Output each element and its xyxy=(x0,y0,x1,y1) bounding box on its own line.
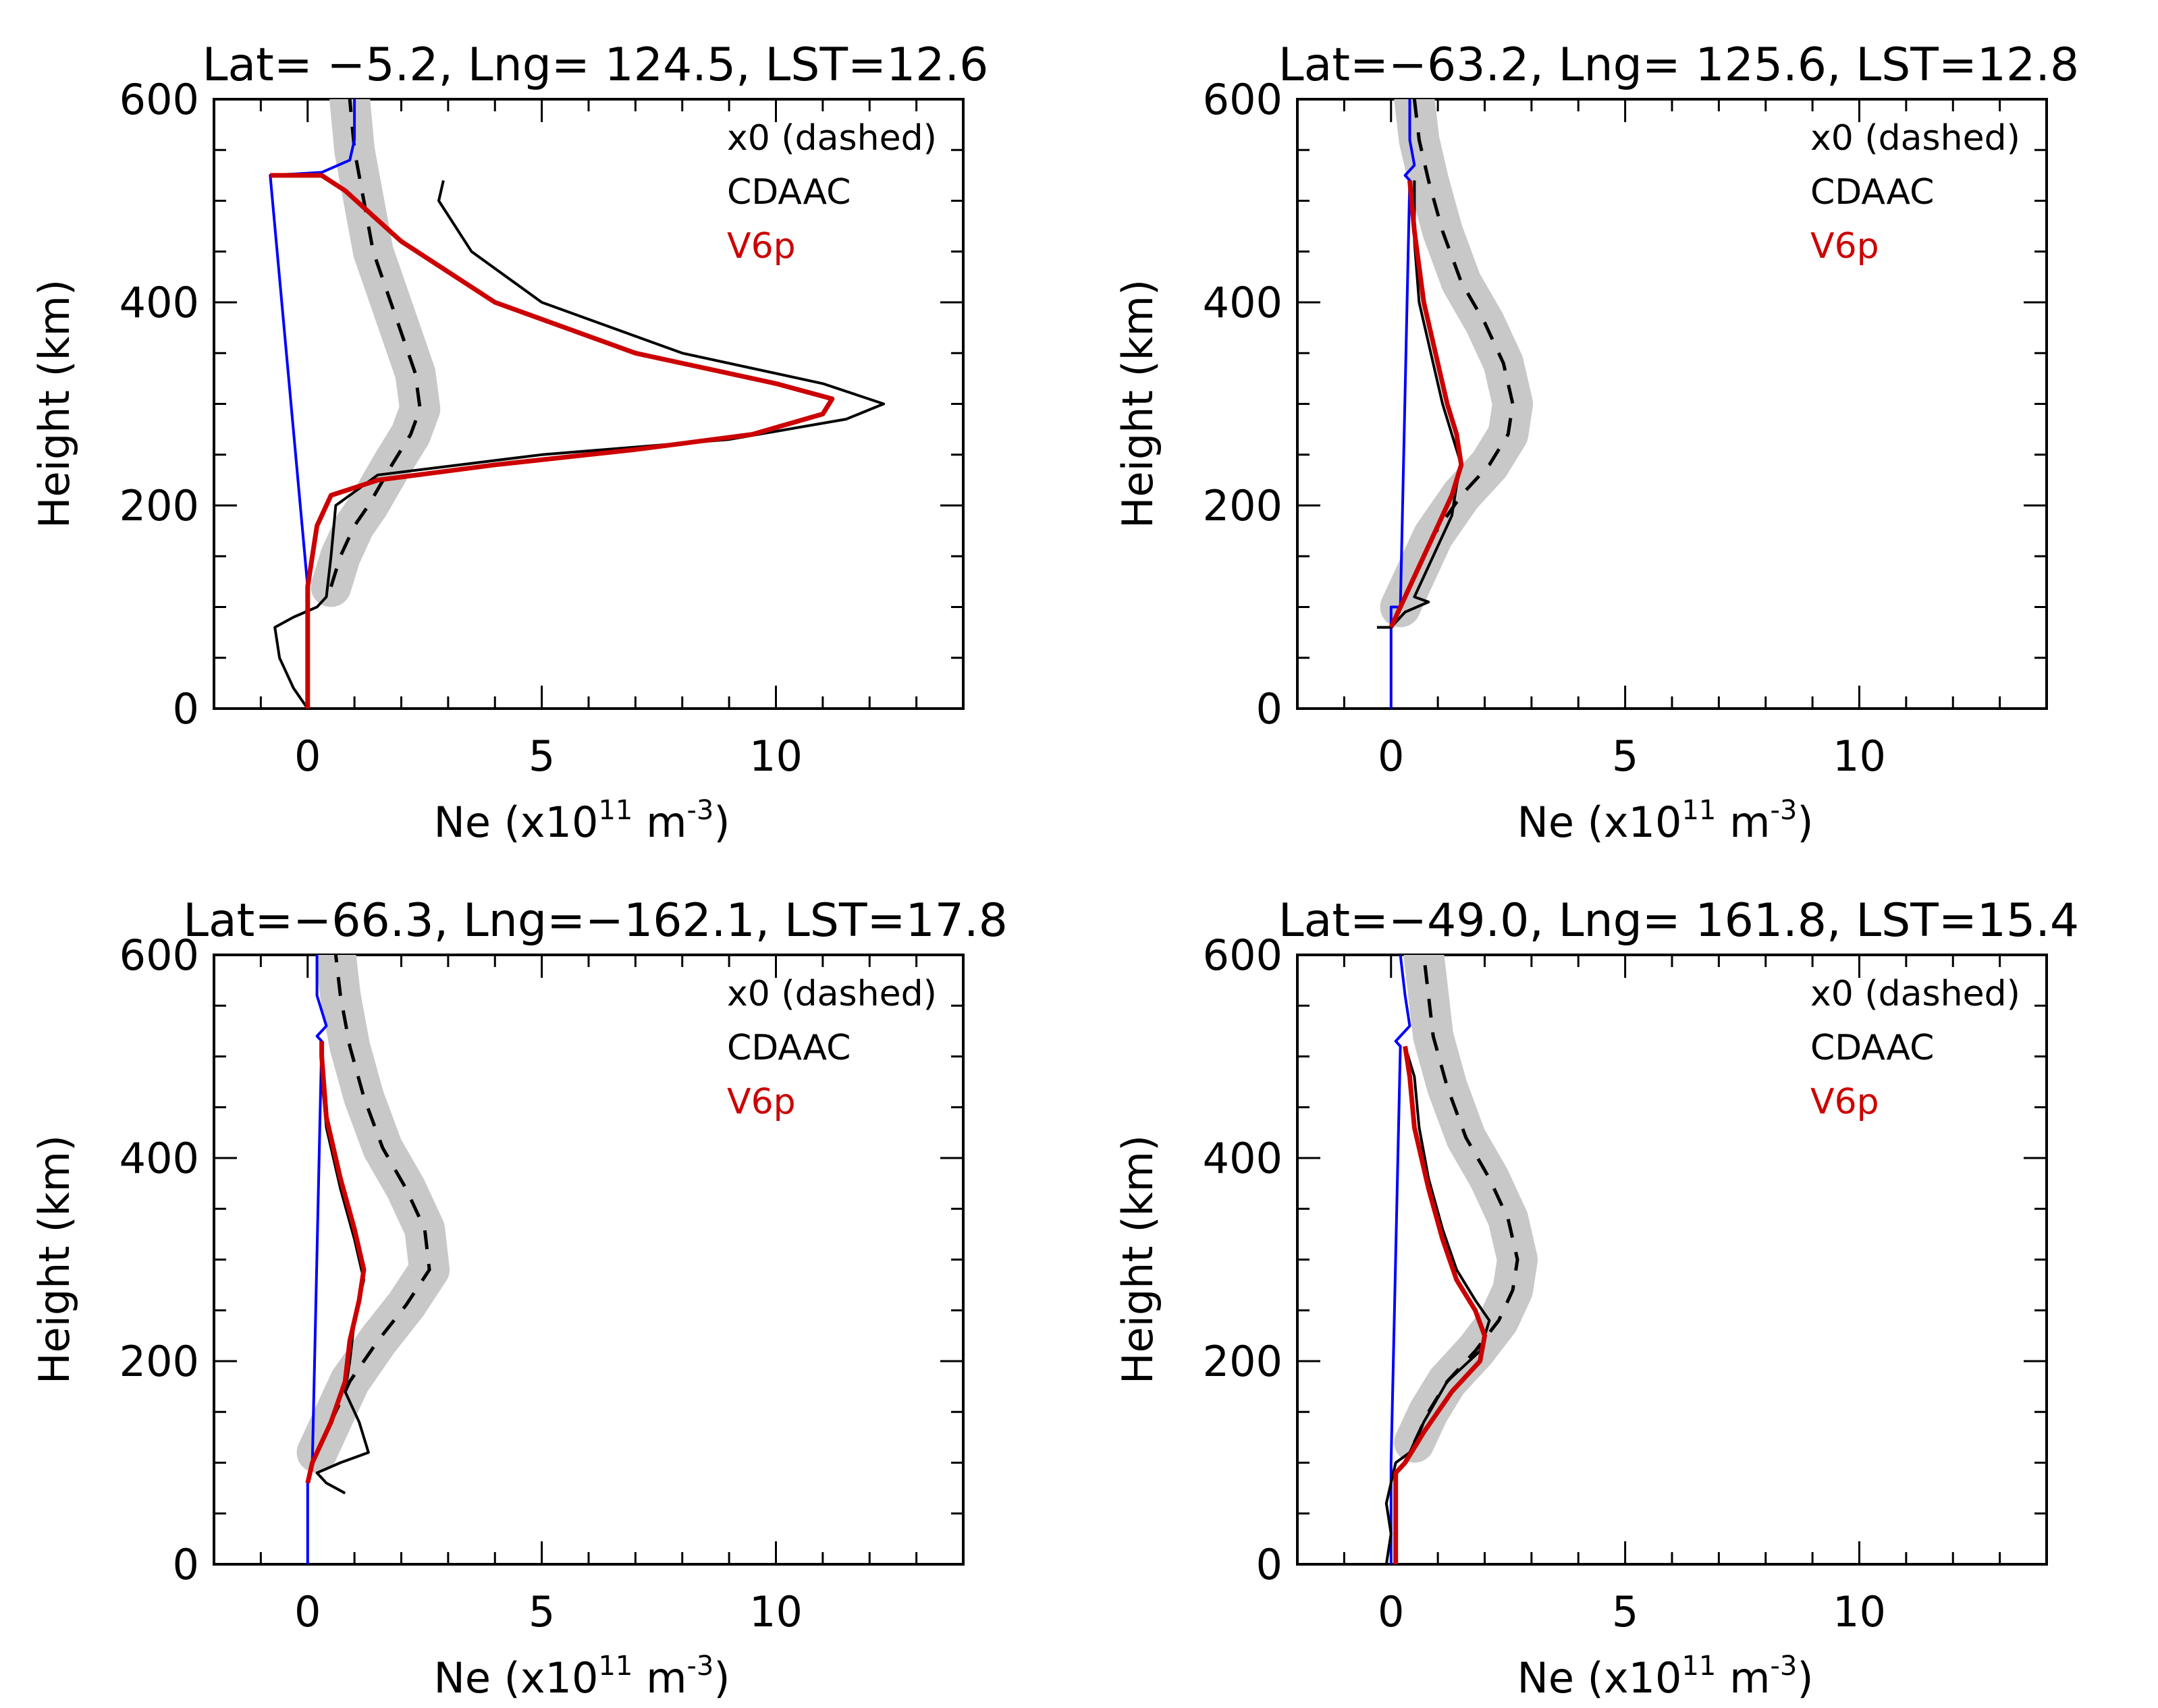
chart-panel-1: Lat= −5.2, Lng= 124.5, LST=12.6 0 5 10 0 200 4… xyxy=(30,38,988,847)
cdaac-line xyxy=(1376,180,1463,629)
v6p-line xyxy=(1393,1045,1487,1564)
legend-entry: CDAAC xyxy=(727,1028,851,1068)
plot-area xyxy=(269,99,886,709)
legend-entry: CDAAC xyxy=(1810,1028,1934,1068)
cdaac-line xyxy=(273,180,886,709)
y-tick-label: 0 xyxy=(173,684,199,734)
legend-entry: x0 (dashed) xyxy=(727,974,937,1014)
legend-entry: x0 (dashed) xyxy=(1810,118,2020,159)
x-tick-label: 0 xyxy=(1378,732,1404,781)
x-tick-label: 5 xyxy=(1612,1587,1638,1636)
y-tick-label: 200 xyxy=(119,481,199,530)
legend-entry: V6p xyxy=(1810,1082,1879,1122)
legend: x0 (dashed) CDAAC V6p xyxy=(727,118,937,267)
blue-profile-line xyxy=(1389,99,1416,709)
legend-entry: x0 (dashed) xyxy=(727,118,937,159)
plot-frame xyxy=(213,98,965,710)
v6p-line xyxy=(305,1041,367,1484)
x0-uncertainty-band xyxy=(1380,99,1534,628)
legend-entry: CDAAC xyxy=(727,172,851,213)
x-tick-label: 10 xyxy=(749,732,803,781)
x-axis-label: Ne (x1011 m-3) xyxy=(1517,795,1813,847)
y-tick-label: 400 xyxy=(119,1134,199,1183)
y-tick-label: 600 xyxy=(1203,931,1283,980)
y-tick-label: 600 xyxy=(119,931,199,980)
y-tick-label: 0 xyxy=(1256,684,1283,734)
x-tick-label: 0 xyxy=(1378,1587,1404,1636)
x-tick-label: 0 xyxy=(294,1587,321,1636)
legend-entry: V6p xyxy=(727,226,796,267)
y-tick-label: 0 xyxy=(173,1540,199,1589)
plot-frame xyxy=(1296,954,2048,1566)
chart-panel-3: Lat=−66.3, Lng=−162.1, LST=17.8 0 5 10 0 200 4… xyxy=(30,894,1008,1703)
y-tick-label: 200 xyxy=(1203,481,1283,530)
plot-area xyxy=(296,955,450,1564)
v6p-line xyxy=(270,173,835,709)
legend-entry: CDAAC xyxy=(1810,172,1934,213)
y-axis-label: Height (km) xyxy=(1113,279,1162,528)
y-tick-label: 200 xyxy=(1203,1337,1283,1386)
y-axis-label: Height (km) xyxy=(1113,1135,1162,1384)
plot-area xyxy=(1376,99,1534,709)
legend: x0 (dashed) CDAAC V6p xyxy=(727,974,937,1122)
blue-profile-line xyxy=(1389,955,1411,1564)
legend: x0 (dashed) CDAAC V6p xyxy=(1810,974,2020,1122)
legend-entry: x0 (dashed) xyxy=(1810,974,2020,1014)
y-tick-label: 0 xyxy=(1256,1540,1283,1589)
legend-entry: V6p xyxy=(1810,226,1879,267)
y-tick-label: 200 xyxy=(119,1337,199,1386)
x-axis-label: Ne (x1011 m-3) xyxy=(1517,1651,1813,1703)
x-tick-label: 5 xyxy=(529,1587,555,1636)
y-tick-label: 600 xyxy=(119,75,199,124)
v6p-line xyxy=(1388,180,1464,629)
y-axis-label: Height (km) xyxy=(30,1135,79,1384)
legend-entry: V6p xyxy=(727,1082,796,1122)
x-tick-label: 5 xyxy=(529,732,555,781)
x-tick-label: 10 xyxy=(749,1587,803,1636)
x-axis-label: Ne (x1011 m-3) xyxy=(433,1651,730,1703)
y-axis-label: Height (km) xyxy=(30,279,79,528)
x-tick-label: 10 xyxy=(1833,732,1886,781)
chart-title: Lat=−49.0, Lng= 161.8, LST=15.4 xyxy=(1278,894,2079,947)
plot-frame xyxy=(213,954,965,1566)
y-tick-label: 400 xyxy=(119,278,199,327)
chart-title: Lat=−66.3, Lng=−162.1, LST=17.8 xyxy=(183,894,1008,947)
chart-panel-4: Lat=−49.0, Lng= 161.8, LST=15.4 0 5 10 0 200 4… xyxy=(1113,894,2079,1703)
x-tick-label: 10 xyxy=(1833,1587,1886,1636)
x-tick-label: 5 xyxy=(1612,732,1638,781)
plot-area xyxy=(1384,955,1538,1564)
x-axis-label: Ne (x1011 m-3) xyxy=(433,795,730,847)
x0-uncertainty-band xyxy=(311,99,441,607)
x-tick-label: 0 xyxy=(294,732,321,781)
y-tick-label: 600 xyxy=(1203,75,1283,124)
chart-title: Lat=−63.2, Lng= 125.6, LST=12.8 xyxy=(1278,38,2079,92)
y-tick-label: 400 xyxy=(1203,278,1283,327)
y-tick-label: 400 xyxy=(1203,1134,1283,1183)
x0-dashed-line xyxy=(315,955,431,1454)
chart-panel-2: Lat=−63.2, Lng= 125.6, LST=12.8 0 5 10 0 200 4… xyxy=(1113,38,2079,847)
chart-title: Lat= −5.2, Lng= 124.5, LST=12.6 xyxy=(203,38,989,92)
legend: x0 (dashed) CDAAC V6p xyxy=(1810,118,2020,267)
